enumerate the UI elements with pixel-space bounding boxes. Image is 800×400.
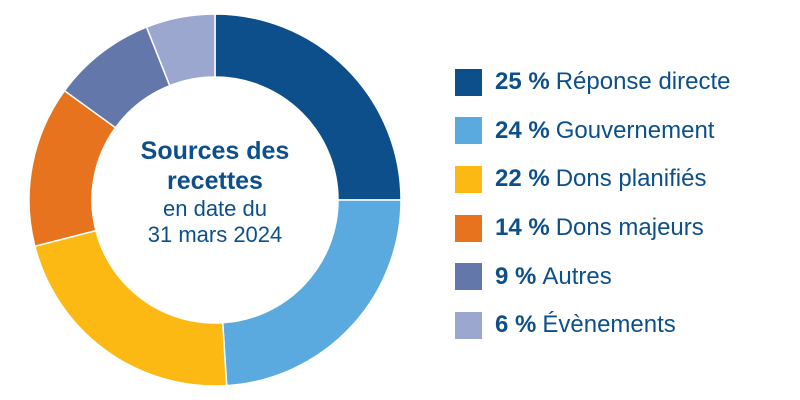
legend-item-dons-planifies: 22 % Dons planifiés [455, 155, 730, 204]
legend-value: 14 % [495, 214, 550, 242]
legend-swatch [455, 263, 482, 291]
legend-label: Autres [542, 262, 612, 290]
legend-value: 25 % [495, 68, 550, 96]
legend-label: Réponse directe [555, 68, 731, 96]
legend-label: Gouvernement [555, 116, 715, 144]
legend-value: 9 % [495, 262, 537, 290]
chart-legend: 25 % Réponse directe 24 % Gouvernement 22 … [455, 58, 730, 350]
donut-slice-3 [33, 229, 228, 387]
legend-swatch [455, 165, 482, 193]
legend-item-autres: 9 % Autres [455, 252, 730, 301]
legend-label: Dons majeurs [555, 214, 704, 242]
legend-swatch [455, 311, 482, 339]
chart-title-line-1: Sources des [140, 137, 290, 165]
donut-chart [28, 13, 402, 387]
chart-subtitle-line-1: en date du [163, 196, 267, 221]
legend-item-dons-majeurs: 14 % Dons majeurs [455, 204, 730, 253]
legend-swatch [455, 68, 482, 96]
legend-swatch [455, 214, 482, 242]
legend-label: Dons planifiés [555, 165, 707, 193]
legend-item-evenements: 6 % Évènements [455, 301, 730, 350]
chart-title-line-2: recettes [167, 167, 263, 195]
chart-center-label: Sources des recettes en date du 31 mars … [95, 136, 335, 249]
legend-value: 22 % [495, 165, 550, 193]
chart-subtitle-line-2: 31 mars 2024 [147, 222, 283, 248]
legend-value: 6 % [495, 311, 537, 339]
donut-slice-6 [145, 13, 216, 87]
legend-swatch [455, 117, 482, 145]
legend-item-reponse-directe: 25 % Réponse directe [455, 58, 730, 107]
legend-label: Évènements [542, 311, 676, 339]
donut-slice-1 [214, 13, 402, 201]
legend-item-gouvernement: 24 % Gouvernement [455, 107, 730, 156]
legend-value: 24 % [495, 116, 550, 144]
